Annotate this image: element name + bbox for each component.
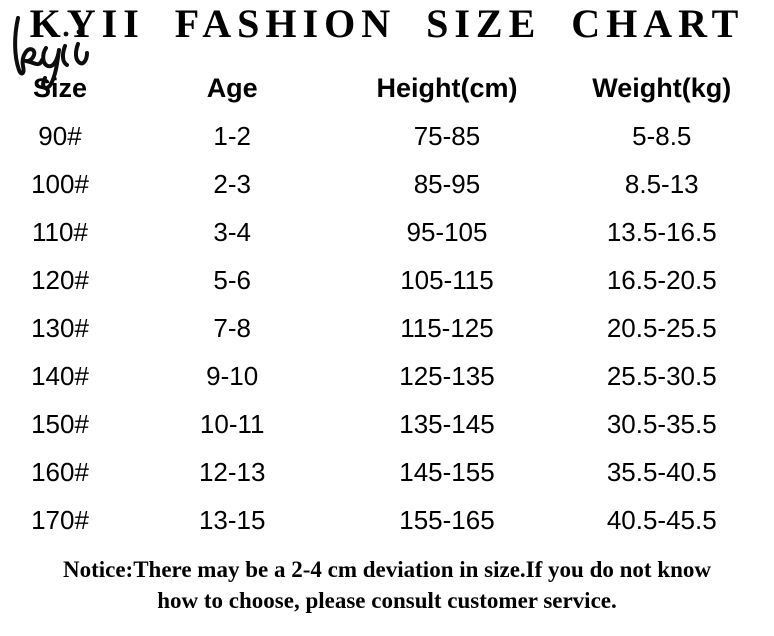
table-cell: 8.5-13 bbox=[624, 168, 699, 199]
table-cell: 35.5-40.5 bbox=[606, 456, 717, 487]
table-cell: 120# bbox=[31, 264, 89, 295]
column-header-weight-kg: Weight(kg) bbox=[592, 72, 732, 103]
table-cell: 150# bbox=[31, 408, 89, 439]
table-cell: 2-3 bbox=[213, 168, 251, 199]
table-row-140: 140# 9-10 125-135 25.5-30.5 bbox=[0, 352, 774, 400]
table-cell: 25.5-30.5 bbox=[606, 360, 717, 391]
table-cell: 13-15 bbox=[198, 504, 266, 535]
table-cell: 155-165 bbox=[399, 504, 495, 535]
table-row-90: 90# 1-2 75-85 5-8.5 bbox=[0, 112, 774, 160]
table-cell: 16.5-20.5 bbox=[606, 264, 717, 295]
size-table: Size Age Height(cm) Weight(kg) 90# 1-2 75-85 5… bbox=[0, 64, 774, 544]
page-title: KYII FASHION SIZE CHART bbox=[29, 1, 745, 46]
table-cell: 100# bbox=[31, 168, 89, 199]
table-cell: 95-105 bbox=[406, 216, 488, 247]
table-cell: 12-13 bbox=[198, 456, 266, 487]
table-cell: 1-2 bbox=[213, 120, 251, 151]
table-row-170: 170# 13-15 155-165 40.5-45.5 bbox=[0, 496, 774, 544]
table-cell: 7-8 bbox=[213, 312, 251, 343]
column-header-height-cm: Height(cm) bbox=[376, 72, 518, 103]
table-cell: 90# bbox=[38, 120, 82, 151]
table-row-160: 160# 12-13 145-155 35.5-40.5 bbox=[0, 448, 774, 496]
table-cell: 160# bbox=[31, 456, 89, 487]
table-row-120: 120# 5-6 105-115 16.5-20.5 bbox=[0, 256, 774, 304]
table-cell: 110# bbox=[32, 216, 88, 247]
table-header-row: Size Age Height(cm) Weight(kg) bbox=[0, 64, 774, 112]
notice-line-2: how to choose, please consult customer s… bbox=[157, 588, 617, 613]
table-cell: 20.5-25.5 bbox=[606, 312, 717, 343]
table-cell: 13.5-16.5 bbox=[606, 216, 717, 247]
table-cell: 30.5-35.5 bbox=[606, 408, 717, 439]
table-cell: 135-145 bbox=[399, 408, 495, 439]
table-cell: 5-8.5 bbox=[632, 120, 692, 151]
notice: Notice:There may be a 2-4 cm deviation i… bbox=[0, 554, 774, 616]
table-cell: 85-95 bbox=[413, 168, 481, 199]
table-cell: 40.5-45.5 bbox=[606, 504, 717, 535]
logo-letter-i1 bbox=[60, 44, 69, 67]
table-cell: 5-6 bbox=[213, 264, 251, 295]
notice-line-1: Notice:There may be a 2-4 cm deviation i… bbox=[62, 557, 712, 582]
table-cell: 115-125 bbox=[400, 312, 494, 343]
table-cell: 75-85 bbox=[413, 120, 481, 151]
table-row-110: 110# 3-4 95-105 13.5-16.5 bbox=[0, 208, 774, 256]
table-cell: 145-155 bbox=[399, 456, 495, 487]
table-cell: 10-11 bbox=[199, 408, 265, 439]
table-cell: 170# bbox=[31, 504, 89, 535]
column-header-age: Age bbox=[206, 72, 258, 103]
column-header-size: Size bbox=[32, 72, 87, 103]
table-cell: 125-135 bbox=[399, 360, 495, 391]
table-row-150: 150# 10-11 135-145 30.5-35.5 bbox=[0, 400, 774, 448]
table-row-100: 100# 2-3 85-95 8.5-13 bbox=[0, 160, 774, 208]
table-cell: 9-10 bbox=[206, 360, 259, 391]
table-cell: 3-4 bbox=[213, 216, 251, 247]
table-cell: 140# bbox=[31, 360, 89, 391]
table-cell: 105-115 bbox=[400, 264, 494, 295]
table-cell: 130# bbox=[31, 312, 89, 343]
table-row-130: 130# 7-8 115-125 20.5-25.5 bbox=[0, 304, 774, 352]
